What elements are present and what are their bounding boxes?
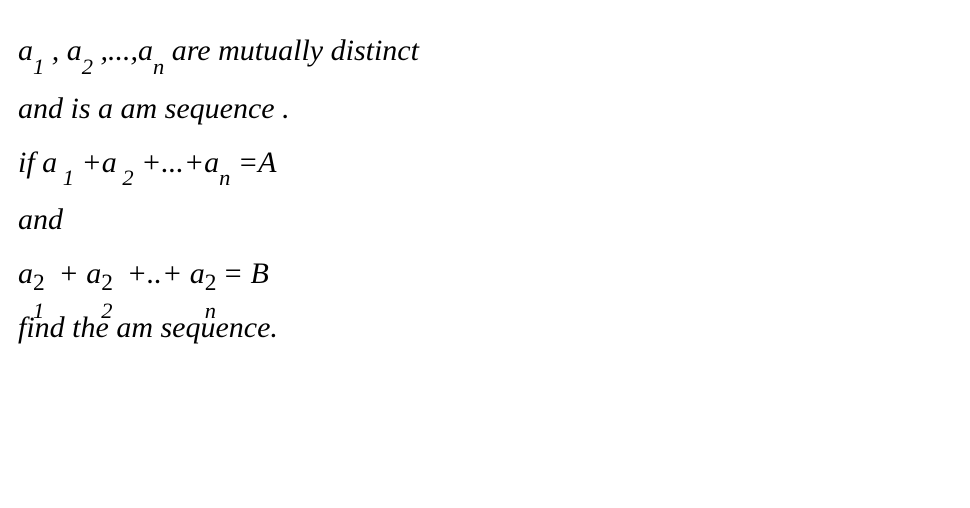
line-3: if a 1 +a 2 +...+an =A — [18, 142, 952, 188]
text: a — [18, 34, 33, 67]
math-text-block: a1 , a2 ,...,an are mutually distinct an… — [0, 0, 970, 371]
subscript-1: 1 — [57, 165, 74, 190]
line-6: find the am sequence. — [18, 307, 952, 349]
line-2: and is a am sequence . — [18, 88, 952, 130]
text: and — [18, 203, 63, 236]
text: +...+a — [134, 146, 220, 179]
text: +..+ a — [119, 257, 205, 290]
subscript-2: 2 — [82, 54, 93, 79]
text: a — [18, 257, 33, 290]
subscript-1: 1 — [33, 54, 44, 79]
subscript-2: 2 — [117, 165, 134, 190]
text: are mutually distinct — [164, 34, 419, 67]
text: = B — [223, 257, 269, 290]
text: +a — [74, 146, 117, 179]
text: + a — [51, 257, 101, 290]
text: , a — [44, 34, 82, 67]
subscript-n: n — [219, 165, 230, 190]
text: =A — [230, 146, 276, 179]
line-1: a1 , a2 ,...,an are mutually distinct — [18, 30, 952, 76]
text: find the am sequence. — [18, 311, 278, 344]
line-4: and — [18, 199, 952, 241]
text: ,...,a — [93, 34, 153, 67]
line-5: a12 + a22 +..+ an2= B — [18, 253, 952, 295]
text: if a — [18, 146, 57, 179]
text: and is a am sequence . — [18, 92, 290, 125]
subscript-n: n — [153, 54, 164, 79]
